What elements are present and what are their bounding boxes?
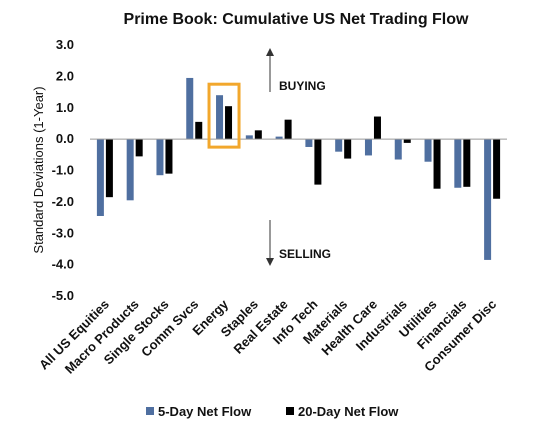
legend: 5-Day Net Flow 20-Day Net Flow xyxy=(146,404,399,419)
bar-20day-utilities xyxy=(433,139,441,189)
y-tick-label: -5.0 xyxy=(52,288,74,303)
bar-5day-consumer-disc xyxy=(484,139,492,260)
buying-annotation: BUYING xyxy=(266,48,326,93)
selling-annotation: SELLING xyxy=(266,220,331,266)
bar-20day-materials xyxy=(344,139,352,159)
bar-20day-single-stocks xyxy=(165,139,173,174)
bar-20day-health-care xyxy=(373,116,381,140)
y-tick-label: 0.0 xyxy=(56,131,74,146)
bar-5day-info-tech xyxy=(305,139,313,147)
bar-5day-health-care xyxy=(364,139,372,156)
bar-20day-all-us-equities xyxy=(105,139,113,198)
bar-20day-comm-svcs xyxy=(195,121,203,140)
y-tick-label: -2.0 xyxy=(52,194,74,209)
y-tick-labels: 3.0 2.0 1.0 0.0 -1.0 -2.0 -3.0 -4.0 -5.0 xyxy=(52,37,74,303)
buying-label: BUYING xyxy=(279,79,326,93)
y-tick-label: -3.0 xyxy=(52,225,74,240)
legend-label-5day: 5-Day Net Flow xyxy=(158,404,252,419)
bar-5day-macro-products xyxy=(126,139,134,201)
bar-20day-energy xyxy=(225,106,233,140)
y-tick-label: -1.0 xyxy=(52,163,74,178)
bar-5day-utilities xyxy=(424,139,432,162)
bar-20day-industrials xyxy=(403,139,411,143)
chart-title: Prime Book: Cumulative US Net Trading Fl… xyxy=(124,11,469,28)
legend-label-20day: 20-Day Net Flow xyxy=(298,404,399,419)
bar-5day-real-estate xyxy=(275,136,283,140)
bar-5day-comm-svcs xyxy=(186,77,194,140)
y-tick-label: 1.0 xyxy=(56,100,74,115)
bar-5day-materials xyxy=(335,139,343,152)
bar-20day-consumer-disc xyxy=(493,139,501,199)
y-tick-label: 2.0 xyxy=(56,68,74,83)
bar-5day-staples xyxy=(245,135,253,140)
bar-series xyxy=(96,77,501,260)
y-axis-label: Standard Deviations (1-Year) xyxy=(31,86,46,253)
bar-20day-staples xyxy=(254,130,262,140)
bar-20day-real-estate xyxy=(284,119,292,140)
arrow-down-icon xyxy=(266,258,274,266)
y-tick-label: 3.0 xyxy=(56,37,74,52)
bar-5day-single-stocks xyxy=(156,139,164,176)
bar-5day-industrials xyxy=(394,139,402,160)
selling-label: SELLING xyxy=(279,247,331,261)
arrow-up-icon xyxy=(266,48,274,56)
bar-20day-macro-products xyxy=(135,139,143,157)
y-tick-label: -4.0 xyxy=(52,257,74,272)
bar-20day-info-tech xyxy=(314,139,322,185)
legend-swatch-20day xyxy=(286,407,294,415)
legend-swatch-5day xyxy=(146,407,154,415)
bar-20day-financials xyxy=(463,139,471,187)
bar-5day-all-us-equities xyxy=(96,139,104,216)
bar-5day-financials xyxy=(454,139,462,188)
energy-highlight-box xyxy=(207,82,241,149)
bar-5day-energy xyxy=(216,95,224,140)
